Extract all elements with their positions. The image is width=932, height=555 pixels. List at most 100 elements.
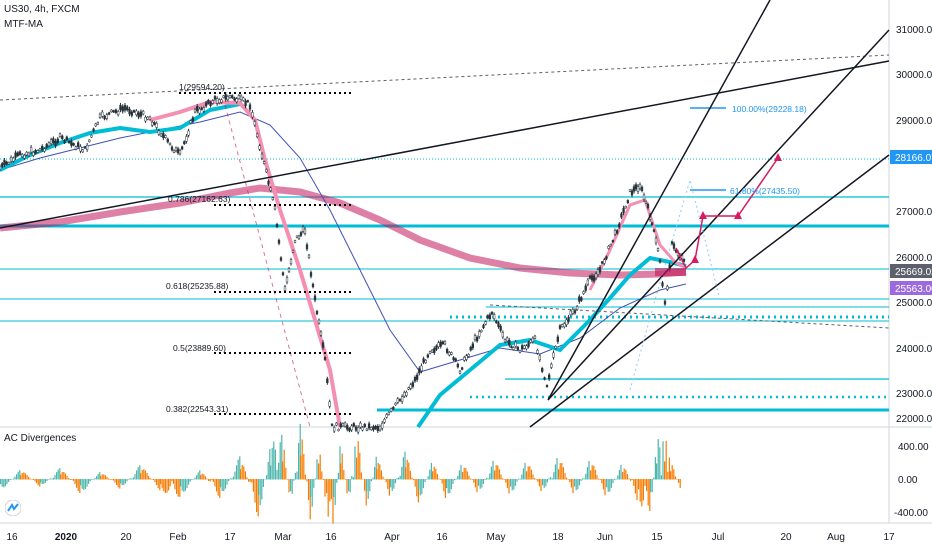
oscillator-bar [319,454,321,480]
oscillator-bar [578,479,580,486]
oscillator-bar [108,478,110,480]
oscillator-bar [301,439,303,480]
candle-body [628,189,632,192]
ma-blue-line [0,111,687,373]
oscillator-bar [37,479,39,486]
oscillator-bar [188,479,190,485]
oscillator-bar [183,479,185,492]
candle-body [420,365,423,372]
candle-body [430,349,434,353]
oscillator-bar [436,473,438,480]
oscillator-bar [204,476,206,480]
fib-label-05: 0.5(23889.60) [173,343,226,353]
oscillator-bar [471,479,473,480]
oscillator-bar [564,473,566,480]
oscillator-bar [388,479,390,496]
oscillator-bar [514,479,516,486]
candle-body [25,152,28,156]
oscillator-bar [128,479,130,480]
candle-body [174,147,178,152]
candle-body [383,419,386,423]
oscillator-bar [140,473,142,480]
oscillator-bar [478,479,480,486]
oscillator-bar [341,453,343,480]
candle-body [575,306,579,310]
oscillator-bar [34,479,36,482]
candle-body [588,275,592,279]
oscillator-bar [54,475,56,480]
oscillator-bar [636,479,638,501]
oscillator-bar [274,449,276,480]
oscillator-bar [116,479,118,485]
candle-body [458,370,462,374]
oscillator-bar [56,472,58,480]
oscillator-bar [224,479,226,489]
oscillator-bar [432,471,434,480]
oscillator-bar [440,479,442,480]
candle-body [543,377,546,380]
candle-body [490,311,494,315]
candle-body [74,146,78,150]
oscillator-bar [391,479,393,492]
oscillator-bar [313,479,315,488]
oscillator-bar [112,479,114,481]
candle-body [405,391,408,396]
oscillator-bar [470,478,472,480]
oscillator-bar [66,475,68,480]
oscillator-bar [670,471,672,480]
oscillator-bar [293,479,295,481]
oscillator-bar [450,479,452,490]
oscillator-bar [211,479,213,481]
oscillator-bar [490,466,492,480]
oscillator-bar [103,474,105,480]
candle-body [508,340,511,346]
oscillator-bar [166,479,168,493]
candle-body [49,139,53,145]
tradingview-logo-icon[interactable] [5,500,21,516]
candle-body [180,146,184,150]
oscillator-bar [92,479,94,480]
candle-body [531,337,535,343]
candle-body [630,190,634,196]
oscillator-bar [369,479,371,492]
oscillator-bar [444,479,446,498]
candle-body [72,143,75,146]
oscillator-bar [548,478,550,480]
oscillator-bar [620,464,622,480]
price-tick: 30000.00 [896,70,932,81]
arrow-head [734,211,742,219]
oscillator-bar [246,477,248,480]
oscillator-bar [506,479,508,489]
candle-body [413,376,417,382]
candle-body [658,259,662,263]
oscillator-bar [443,479,445,492]
oscillator-bar [497,465,499,480]
oscillator-bar [303,454,305,480]
oscillator-bar [550,477,552,480]
oscillator-bar [399,475,401,480]
candle-body [263,161,266,164]
candle-body [663,300,667,305]
oscillator-bar [41,479,43,484]
candle-body [323,357,327,360]
oscillator-bar [508,479,510,494]
candle-body [497,322,500,327]
candle-body [81,149,84,153]
oscillator-bar [61,472,63,480]
oscillator-bar [261,479,263,500]
price-axis: 31000.00 30000.00 29000.00 27000.00 2600… [896,25,932,425]
candle-body [439,341,442,347]
oscillator-bar [380,470,382,480]
candle-body [357,427,360,433]
moving-averages [0,99,687,429]
oscillator-bar [154,479,156,483]
oscillator-bar [52,477,54,480]
oscillator-bar [417,479,419,503]
oscillator-bar [194,477,196,480]
candle-body [495,320,498,324]
oscillator-bar [16,474,18,480]
oscillator-bar [76,479,78,488]
oscillator-bar [583,478,585,480]
